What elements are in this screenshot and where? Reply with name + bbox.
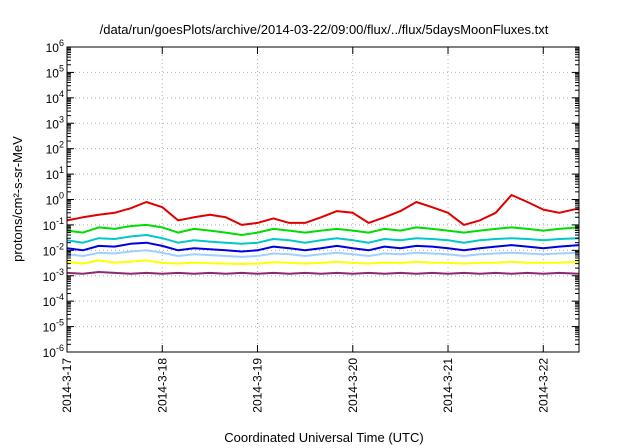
x-axis: 2014-3-17 2014-3-18 2014-3-19 2014-3-20 2014… bbox=[60, 47, 550, 413]
y-tick-label: 10-3 bbox=[43, 267, 64, 284]
y-tick-label: 103 bbox=[46, 114, 64, 131]
x-axis-label: Coordinated Universal Time (UTC) bbox=[224, 430, 423, 445]
y-tick-label: 106 bbox=[46, 38, 64, 55]
grid bbox=[67, 46, 579, 353]
y-tick-label: 104 bbox=[46, 89, 64, 106]
y-tick-label: 101 bbox=[46, 165, 64, 182]
chart-title: /data/run/goesPlots/archive/2014-03-22/0… bbox=[100, 22, 549, 37]
y-tick-label: 10-2 bbox=[43, 241, 64, 258]
y-tick-label: 100 bbox=[46, 191, 64, 208]
y-tick-label: 10-4 bbox=[43, 292, 64, 309]
y-tick-label: 10-1 bbox=[43, 216, 64, 233]
x-tick-label: 2014-3-22 bbox=[536, 358, 550, 413]
series-line-0 bbox=[66, 194, 580, 226]
x-tick-label: 2014-3-19 bbox=[251, 358, 265, 413]
y-tick-label: 10-6 bbox=[43, 343, 64, 360]
x-tick-label: 2014-3-21 bbox=[441, 358, 455, 413]
y-axis-label: protons/cm²-s-sr-MeV bbox=[10, 136, 25, 262]
y-tick-label: 102 bbox=[46, 140, 64, 157]
x-tick-label: 2014-3-20 bbox=[346, 358, 360, 413]
series-line-2 bbox=[66, 234, 580, 245]
y-tick-label: 105 bbox=[46, 63, 64, 80]
y-axis: 106 105 104 103 102 101 100 10-1 10-2 10-3 10-4 10-… bbox=[43, 38, 579, 360]
y-tick-label: 10-5 bbox=[43, 318, 64, 335]
series-line-4 bbox=[66, 249, 580, 258]
series-line-5 bbox=[66, 259, 580, 265]
series-line-6 bbox=[66, 271, 580, 275]
x-tick-label: 2014-3-18 bbox=[155, 358, 169, 413]
series-line-3 bbox=[66, 241, 580, 253]
series-layer bbox=[66, 194, 580, 275]
series-line-1 bbox=[66, 223, 580, 236]
x-tick-label: 2014-3-17 bbox=[60, 358, 74, 413]
